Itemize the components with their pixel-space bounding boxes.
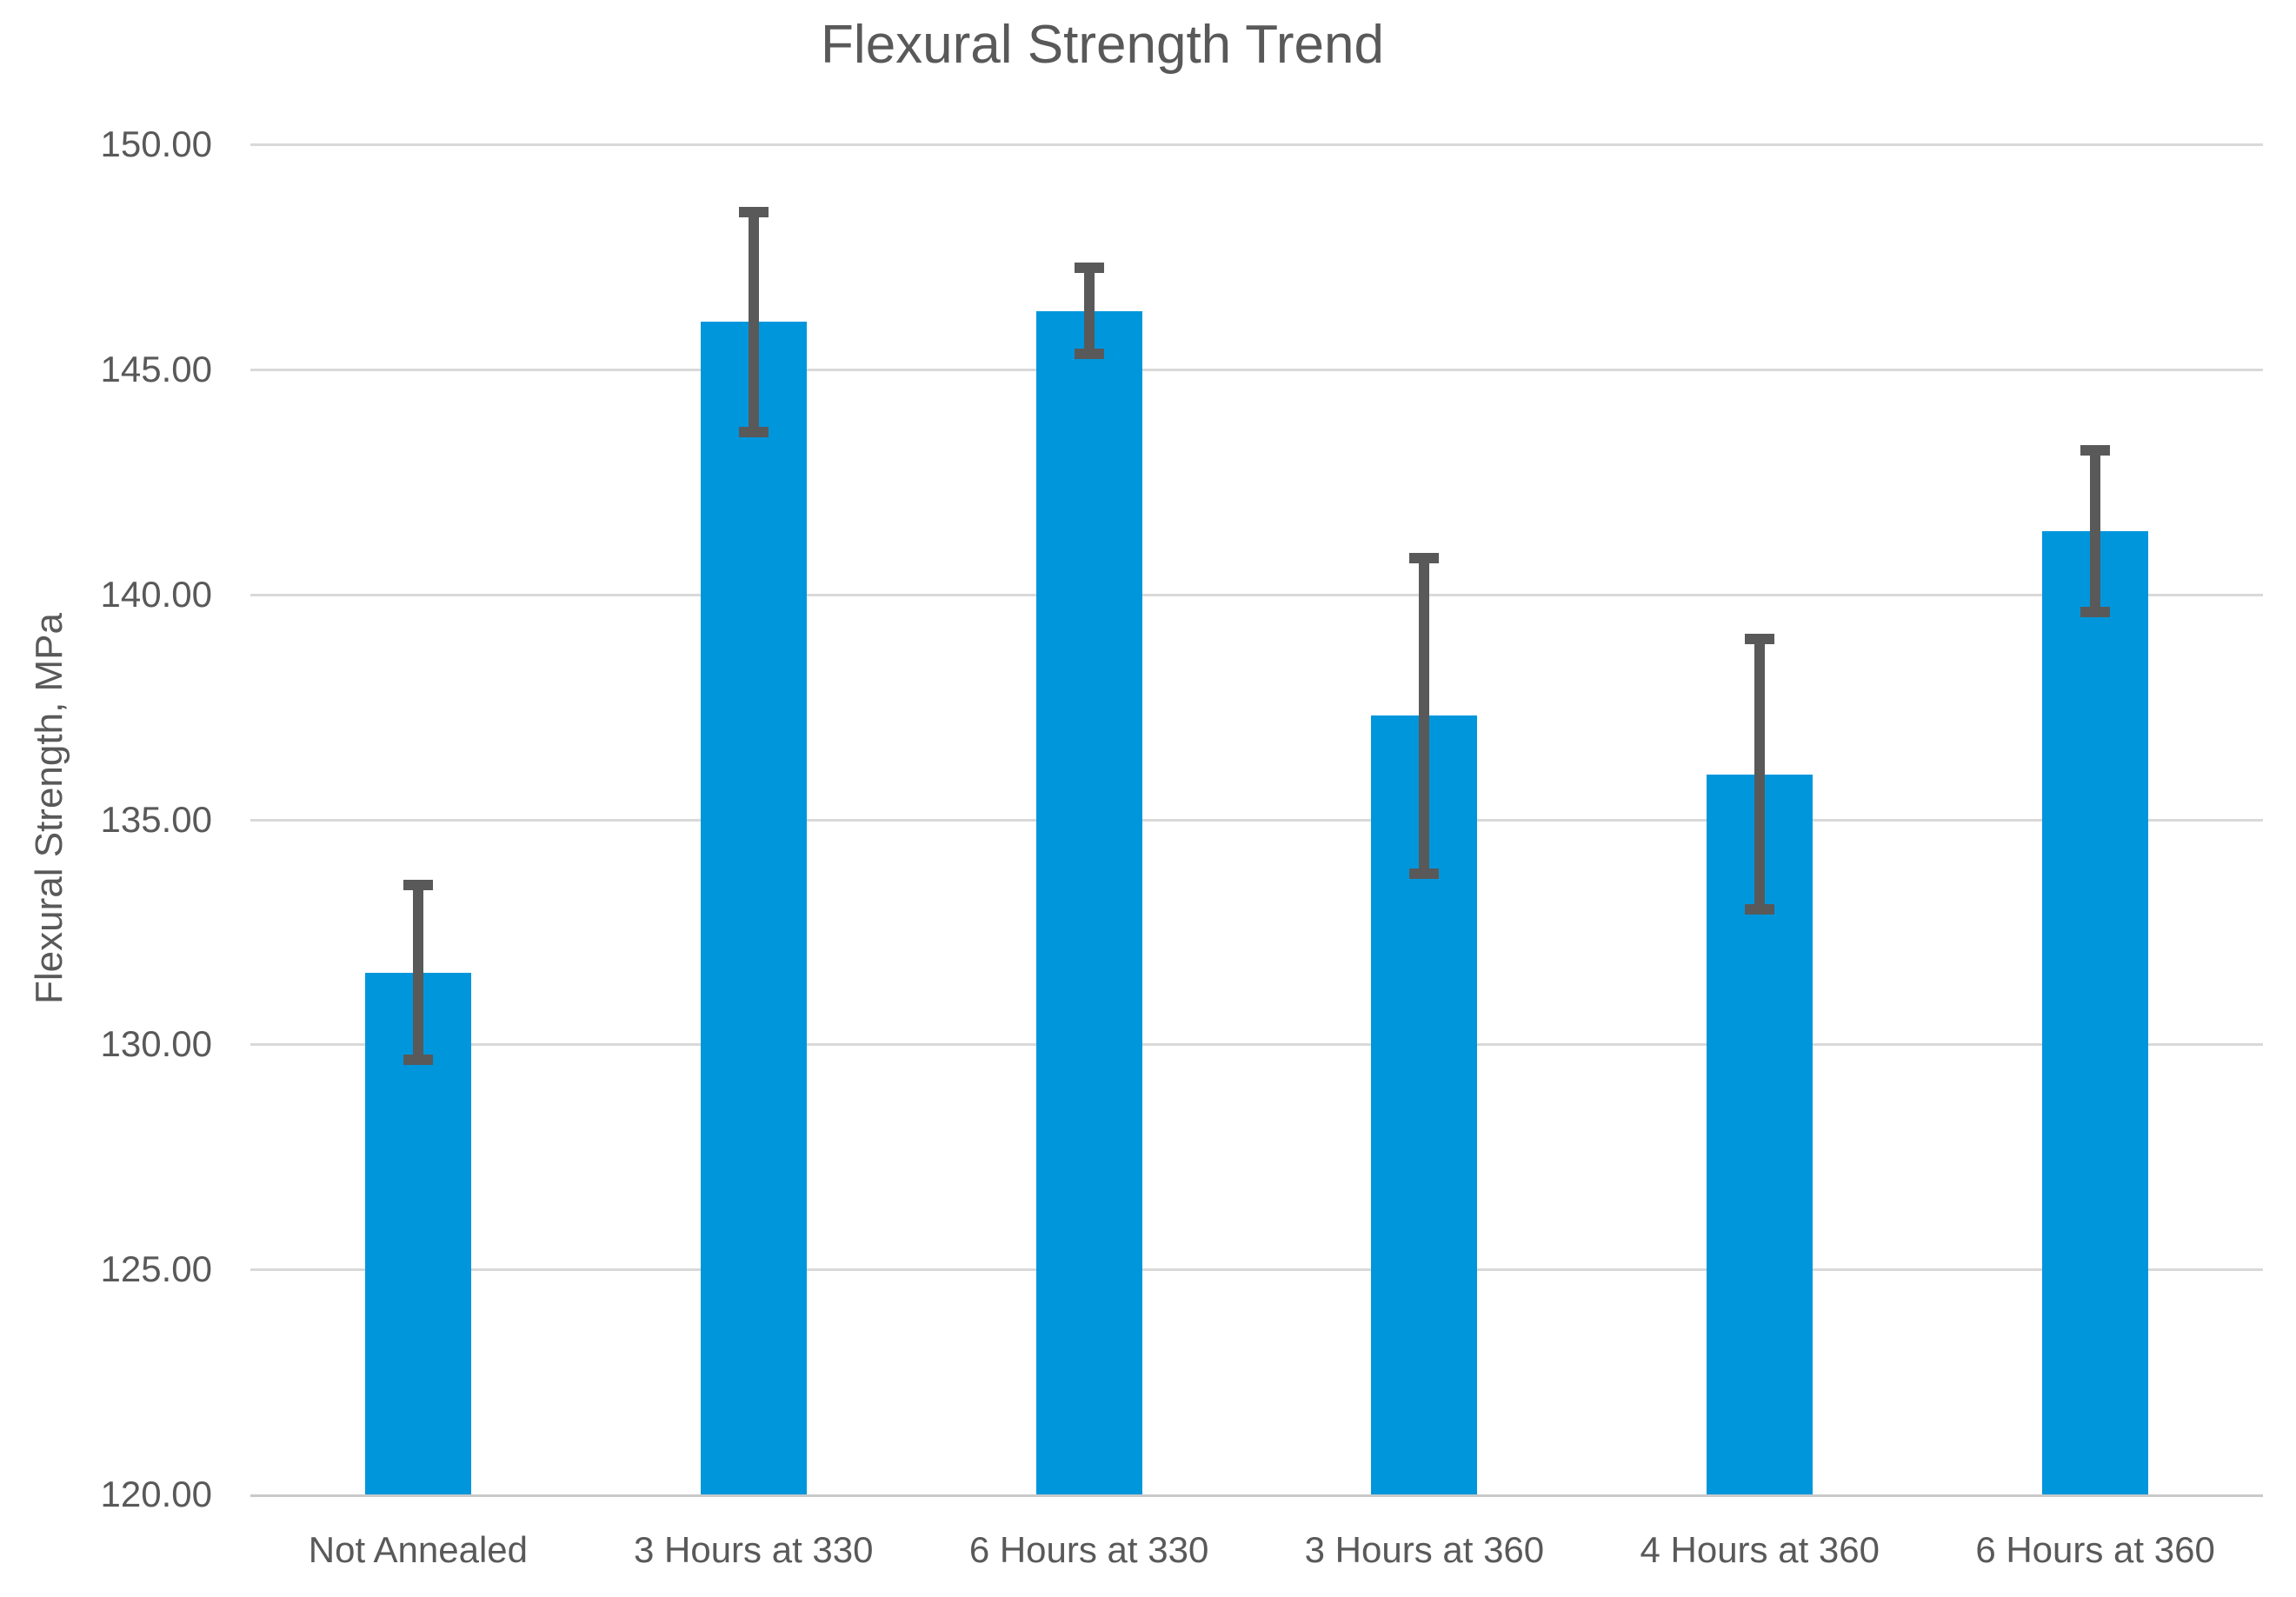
error-bar-cap-top (403, 879, 433, 890)
gridline (250, 593, 2263, 596)
x-axis-line (250, 1494, 2263, 1497)
error-bar-cap-bottom (1745, 904, 1775, 915)
x-category-label: 4 Hours at 360 (1640, 1529, 1880, 1570)
error-bar-line (412, 884, 423, 1061)
error-bar-cap-bottom (2080, 607, 2111, 618)
y-tick-label: 150.00 (100, 123, 212, 164)
x-category-label: 3 Hours at 330 (633, 1529, 874, 1570)
x-category-label: 3 Hours at 360 (1304, 1529, 1545, 1570)
bar-2 (700, 322, 807, 1494)
error-bar-cap-top (1409, 553, 1440, 564)
chart-title: Flexural Strength Trend (821, 15, 1384, 75)
error-bar-cap-bottom (1074, 348, 1104, 359)
error-bar-cap-top (1074, 263, 1104, 274)
gridline (250, 368, 2263, 371)
error-bar-line (1083, 268, 1095, 354)
error-bar-cap-bottom (403, 1055, 433, 1066)
error-bar-cap-bottom (738, 427, 769, 438)
gridline (250, 818, 2263, 822)
x-category-label: Not Annealed (308, 1529, 529, 1570)
error-bar-cap-top (738, 206, 769, 217)
error-bar-cap-bottom (1409, 868, 1440, 879)
error-bar-line (1419, 558, 1430, 874)
gridline (250, 1268, 2263, 1272)
y-tick-label: 125.00 (100, 1248, 212, 1290)
y-tick-label: 120.00 (100, 1474, 212, 1514)
x-category-label: 6 Hours at 360 (1975, 1529, 2215, 1570)
error-bar-cap-top (1745, 634, 1775, 645)
gridline (250, 1043, 2263, 1047)
error-bar-line (748, 211, 759, 433)
error-bar-line (1754, 639, 1766, 910)
plot-area (250, 143, 2263, 1497)
error-bar-line (2090, 450, 2101, 613)
y-tick-label: 145.00 (100, 348, 212, 389)
error-bar-cap-top (2080, 445, 2111, 456)
x-category-label: 6 Hours at 330 (968, 1529, 1209, 1570)
y-tick-label: 140.00 (100, 573, 212, 615)
y-tick-label: 130.00 (100, 1023, 212, 1065)
gridline (250, 143, 2263, 146)
bar-6 (2042, 531, 2149, 1494)
bar-3 (1035, 310, 1142, 1494)
y-tick-label: 135.00 (100, 798, 212, 840)
